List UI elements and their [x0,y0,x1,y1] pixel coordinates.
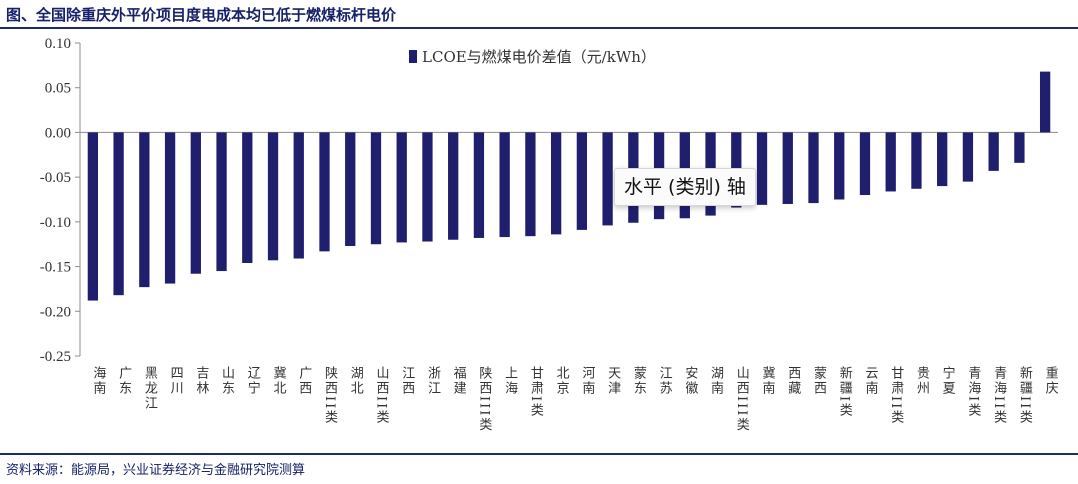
x-tick-label[interactable]: 青海I类 [965,366,981,418]
x-tick-label[interactable]: 湖北 [348,366,364,396]
bar [422,132,433,242]
x-axis-labels[interactable]: 海南 广东 黑龙江 四川 吉林 山东 辽宁 冀北 广西 陕西II类 湖北 山西II类 江西 浙江 福建 陕西I… [90,365,1058,432]
bar-chart[interactable]: 0.10 0.05 0.00 -0.05 -0.10 -0.15 -0.20 -0.25 海南… [0,30,1078,452]
title-rule [0,27,1078,29]
figure-title: 图、全国除重庆外平价项目度电成本均已低于燃煤标杆电价 [6,6,397,24]
x-tick-label[interactable]: 云南 [862,366,878,396]
x-tick-label[interactable]: 天津 [605,366,621,396]
x-tick-label[interactable]: 福建 [451,366,467,396]
bar [756,132,768,205]
bar [164,132,176,284]
bar [190,132,201,274]
x-tick-label[interactable]: 江苏 [657,366,673,396]
bar [937,132,948,187]
x-tick-label[interactable]: 青海II类 [991,366,1007,425]
x-tick-label[interactable]: 山东 [219,366,235,396]
x-tick-label[interactable]: 山西II类 [373,366,389,425]
source-note: 资料来源：能源局，兴业证券经济与金融研究院测算 [6,463,306,478]
bar [859,132,871,196]
x-tick-label[interactable]: 贵州 [914,366,930,396]
bar [139,132,150,288]
y-tick-label: 0.00 [45,125,71,141]
bar [1014,132,1025,163]
x-tick-label[interactable]: 重庆 [1043,365,1059,396]
x-tick-label[interactable]: 湖南 [708,366,724,396]
x-tick-label[interactable]: 北京 [554,366,570,396]
bar [782,132,793,204]
bar [345,132,356,247]
x-tick-label[interactable]: 广东 [116,366,131,396]
bar [293,132,304,259]
x-tick-label[interactable]: 蒙东 [631,366,647,396]
x-tick-label[interactable]: 吉林 [193,366,209,396]
x-tick-label[interactable]: 冀北 [271,365,287,396]
bar [550,132,562,235]
y-tick-label: -0.10 [40,215,71,231]
source-rule [0,453,1078,455]
x-tick-label[interactable]: 冀南 [760,365,776,396]
axis-tooltip: 水平 (类别) 轴 [614,168,756,206]
x-tick-label[interactable]: 广西 [296,366,312,396]
x-tick-label[interactable]: 江西 [399,366,415,396]
bar [962,132,974,182]
bar [396,132,407,243]
bar [473,132,485,238]
x-tick-label[interactable]: 黑龙江 [142,366,158,411]
bar [370,132,382,245]
y-tick-label: -0.25 [40,349,71,365]
y-tick-label: -0.15 [40,260,71,276]
bar [988,132,999,171]
bar [576,132,588,230]
bar [267,132,279,261]
x-tick-label[interactable]: 蒙西 [811,366,827,396]
bar [1039,71,1051,133]
x-tick-label[interactable]: 山西III类 [734,366,750,432]
y-tick-label: -0.20 [40,304,71,320]
x-tick-label[interactable]: 新疆II类 [1017,365,1033,425]
y-tick-label: 0.10 [45,36,71,52]
bar [808,132,819,204]
x-tick-label[interactable]: 甘肃I类 [528,366,544,418]
x-tick-label[interactable]: 安徽 [682,366,698,396]
x-tick-label[interactable]: 海南 [90,366,106,396]
legend-swatch [409,50,417,63]
x-tick-label[interactable]: 西藏 [785,366,801,396]
bar [216,132,227,272]
x-tick-label[interactable]: 宁夏 [940,365,956,396]
legend-label: LCOE与燃煤电价差值（元/kWh） [422,48,656,66]
bar [242,132,253,263]
x-tick-label[interactable]: 上海 [502,366,518,396]
x-tick-label[interactable]: 新疆I类 [837,365,853,418]
bar [87,132,99,301]
bar [113,132,124,296]
x-tick-label[interactable]: 陕西II类 [322,366,338,425]
x-tick-label[interactable]: 四川 [168,366,184,396]
bar [499,132,510,238]
bar [319,132,330,252]
bar [834,132,845,200]
bar [885,132,896,192]
y-tick-label: -0.05 [40,170,71,186]
x-tick-label[interactable]: 陕西III类 [476,366,492,432]
x-tick-label[interactable]: 辽宁 [245,366,261,396]
bar [525,132,536,237]
x-tick-label[interactable]: 甘肃II类 [888,366,904,425]
bar [602,132,613,226]
bar [911,132,922,189]
y-tick-label: 0.05 [45,81,71,97]
bar [448,132,459,240]
x-tick-label[interactable]: 河南 [579,366,595,396]
x-tick-label[interactable]: 浙江 [425,366,441,396]
bar-series [87,71,1051,301]
legend: LCOE与燃煤电价差值（元/kWh） [409,48,656,66]
